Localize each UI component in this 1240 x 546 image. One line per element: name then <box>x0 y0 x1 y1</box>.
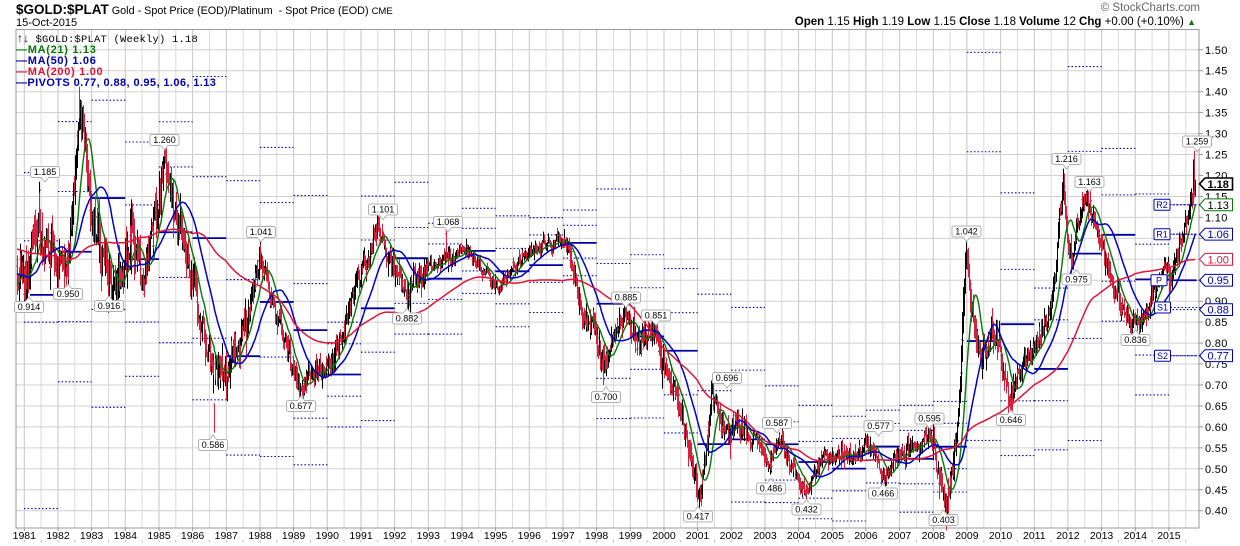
svg-text:2000: 2000 <box>652 530 676 542</box>
svg-text:0.975: 0.975 <box>1065 275 1088 285</box>
svg-text:0.417: 0.417 <box>687 512 710 522</box>
svg-text:2009: 2009 <box>955 530 979 542</box>
svg-text:P: P <box>1156 275 1162 285</box>
svg-text:1.13: 1.13 <box>1208 200 1229 212</box>
svg-text:2012: 2012 <box>1056 530 1080 542</box>
svg-text:0.577: 0.577 <box>867 421 890 431</box>
svg-text:0.586: 0.586 <box>202 440 225 450</box>
svg-text:2010: 2010 <box>989 530 1013 542</box>
svg-text:1.185: 1.185 <box>34 167 57 177</box>
svg-text:1.25: 1.25 <box>1205 150 1228 162</box>
svg-text:0.916: 0.916 <box>98 301 121 311</box>
svg-text:0.88: 0.88 <box>1208 305 1229 317</box>
svg-text:2006: 2006 <box>854 530 878 542</box>
svg-text:1.260: 1.260 <box>153 135 176 145</box>
svg-text:0.836: 0.836 <box>1124 335 1147 345</box>
svg-text:2004: 2004 <box>787 530 811 542</box>
svg-text:2013: 2013 <box>1090 530 1114 542</box>
svg-text:2015: 2015 <box>1157 530 1181 542</box>
svg-text:S1: S1 <box>1157 303 1168 313</box>
svg-text:0.50: 0.50 <box>1205 464 1228 476</box>
svg-text:0.486: 0.486 <box>760 484 783 494</box>
svg-text:0.85: 0.85 <box>1205 317 1228 329</box>
svg-text:2007: 2007 <box>888 530 912 542</box>
svg-text:1987: 1987 <box>215 530 239 542</box>
svg-text:1.068: 1.068 <box>437 217 460 227</box>
svg-text:1992: 1992 <box>383 530 407 542</box>
svg-text:0.587: 0.587 <box>766 418 789 428</box>
svg-text:1991: 1991 <box>349 530 373 542</box>
svg-text:1.40: 1.40 <box>1205 87 1228 99</box>
svg-text:1.06: 1.06 <box>1208 229 1229 241</box>
svg-text:1996: 1996 <box>518 530 542 542</box>
svg-text:1988: 1988 <box>248 530 272 542</box>
svg-text:1.163: 1.163 <box>1078 177 1101 187</box>
svg-text:0.466: 0.466 <box>872 489 895 499</box>
svg-text:1.042: 1.042 <box>955 227 978 237</box>
svg-text:0.950: 0.950 <box>57 289 80 299</box>
svg-text:0.700: 0.700 <box>595 392 618 402</box>
svg-text:1.00: 1.00 <box>1208 254 1229 266</box>
svg-text:0.677: 0.677 <box>290 401 313 411</box>
svg-text:0.70: 0.70 <box>1205 380 1228 392</box>
svg-text:1985: 1985 <box>147 530 171 542</box>
svg-text:0.55: 0.55 <box>1205 443 1228 455</box>
svg-text:0.80: 0.80 <box>1205 338 1228 350</box>
svg-text:1983: 1983 <box>80 530 104 542</box>
svg-text:2014: 2014 <box>1124 530 1148 542</box>
svg-text:1.50: 1.50 <box>1205 45 1228 57</box>
svg-text:R1: R1 <box>1156 229 1168 239</box>
svg-text:0.914: 0.914 <box>18 302 41 312</box>
svg-text:0.851: 0.851 <box>645 311 668 321</box>
svg-text:1993: 1993 <box>417 530 441 542</box>
svg-text:0.403: 0.403 <box>932 515 955 525</box>
svg-text:0.432: 0.432 <box>795 505 818 515</box>
svg-text:1994: 1994 <box>450 530 474 542</box>
svg-text:0.595: 0.595 <box>918 414 941 424</box>
svg-text:1986: 1986 <box>181 530 205 542</box>
svg-text:0.45: 0.45 <box>1205 485 1228 497</box>
svg-text:0.60: 0.60 <box>1205 422 1228 434</box>
svg-text:1989: 1989 <box>282 530 306 542</box>
svg-text:0.95: 0.95 <box>1208 275 1229 287</box>
svg-text:0.65: 0.65 <box>1205 401 1228 413</box>
svg-text:1982: 1982 <box>46 530 70 542</box>
svg-text:2001: 2001 <box>686 530 710 542</box>
svg-text:2011: 2011 <box>1023 530 1046 542</box>
svg-text:1.45: 1.45 <box>1205 66 1228 78</box>
svg-text:1995: 1995 <box>484 530 508 542</box>
svg-text:0.77: 0.77 <box>1208 351 1229 363</box>
svg-text:1999: 1999 <box>619 530 643 542</box>
svg-text:0.646: 0.646 <box>1000 415 1023 425</box>
svg-text:S2: S2 <box>1157 351 1168 361</box>
svg-text:0.882: 0.882 <box>396 314 419 324</box>
svg-text:0.696: 0.696 <box>716 373 739 383</box>
svg-text:1.041: 1.041 <box>250 227 273 237</box>
svg-text:1.216: 1.216 <box>1055 154 1078 164</box>
svg-text:1984: 1984 <box>114 530 138 542</box>
svg-text:0.40: 0.40 <box>1205 506 1228 518</box>
svg-text:1990: 1990 <box>316 530 340 542</box>
svg-text:1997: 1997 <box>551 530 575 542</box>
svg-text:1.18: 1.18 <box>1208 179 1229 191</box>
svg-text:1981: 1981 <box>13 530 37 542</box>
svg-text:R2: R2 <box>1156 200 1168 210</box>
svg-text:1.35: 1.35 <box>1205 108 1228 120</box>
svg-text:0.885: 0.885 <box>615 293 638 303</box>
svg-text:2008: 2008 <box>922 530 946 542</box>
svg-text:1998: 1998 <box>585 530 609 542</box>
svg-text:2005: 2005 <box>821 530 845 542</box>
svg-text:1.10: 1.10 <box>1205 212 1228 224</box>
svg-text:1.259: 1.259 <box>1186 137 1209 147</box>
svg-text:1.101: 1.101 <box>372 205 395 215</box>
svg-text:2003: 2003 <box>753 530 777 542</box>
svg-text:2002: 2002 <box>720 530 744 542</box>
